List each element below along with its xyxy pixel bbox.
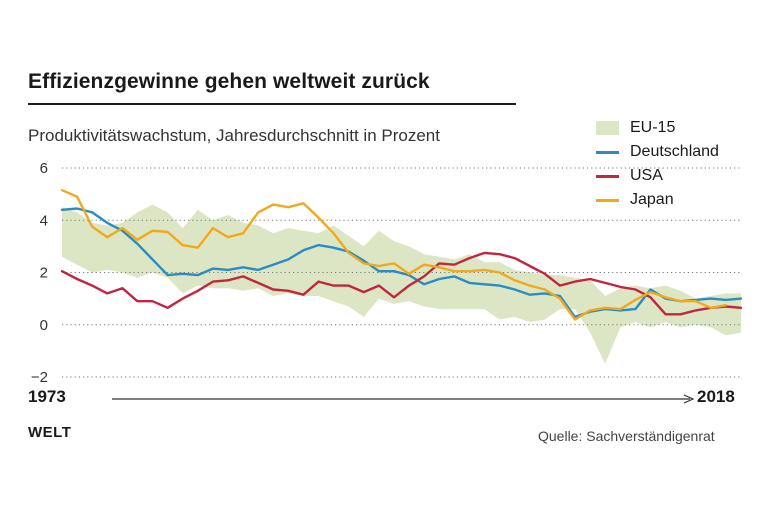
legend-item-usa: USA [596, 164, 719, 188]
y-tick-label: 4 [40, 212, 48, 229]
time-axis-arrowhead [683, 394, 695, 404]
series-line-usa [60, 251, 743, 316]
x-axis-start-year: 1973 [28, 387, 66, 406]
legend-swatch-eu15 [596, 121, 619, 135]
y-tick-label: 6 [40, 160, 48, 177]
legend: EU-15 Deutschland USA Japan [596, 116, 719, 212]
legend-label-japan: Japan [630, 191, 674, 208]
welt-logo: WELT [28, 424, 72, 441]
chart-subtitle: Produktivitätswachstum, Jahresdurchschni… [28, 126, 440, 145]
y-tick-label: −2 [31, 369, 48, 386]
source-note: Quelle: Sachverständigenrat [538, 428, 715, 444]
legend-label-eu15: EU-15 [630, 119, 676, 136]
legend-swatch-usa [596, 174, 619, 178]
legend-item-deutschland: Deutschland [596, 140, 719, 164]
series-line-deutschland [60, 207, 743, 319]
chart-title: Effizienzgewinne gehen weltweit zurück [28, 70, 430, 93]
legend-item-eu15: EU-15 [596, 116, 719, 140]
legend-item-japan: Japan [596, 188, 719, 212]
legend-label-usa: USA [630, 167, 663, 184]
title-underline [28, 103, 516, 105]
legend-label-deutschland: Deutschland [630, 143, 719, 160]
legend-swatch-japan [596, 198, 619, 202]
x-axis-end-year: 2018 [697, 387, 735, 406]
y-tick-label: 2 [40, 265, 48, 282]
y-tick-label: 0 [40, 317, 48, 334]
legend-swatch-deutschland [596, 150, 619, 154]
eu15-band [62, 204, 741, 364]
series-line-japan [60, 189, 728, 321]
